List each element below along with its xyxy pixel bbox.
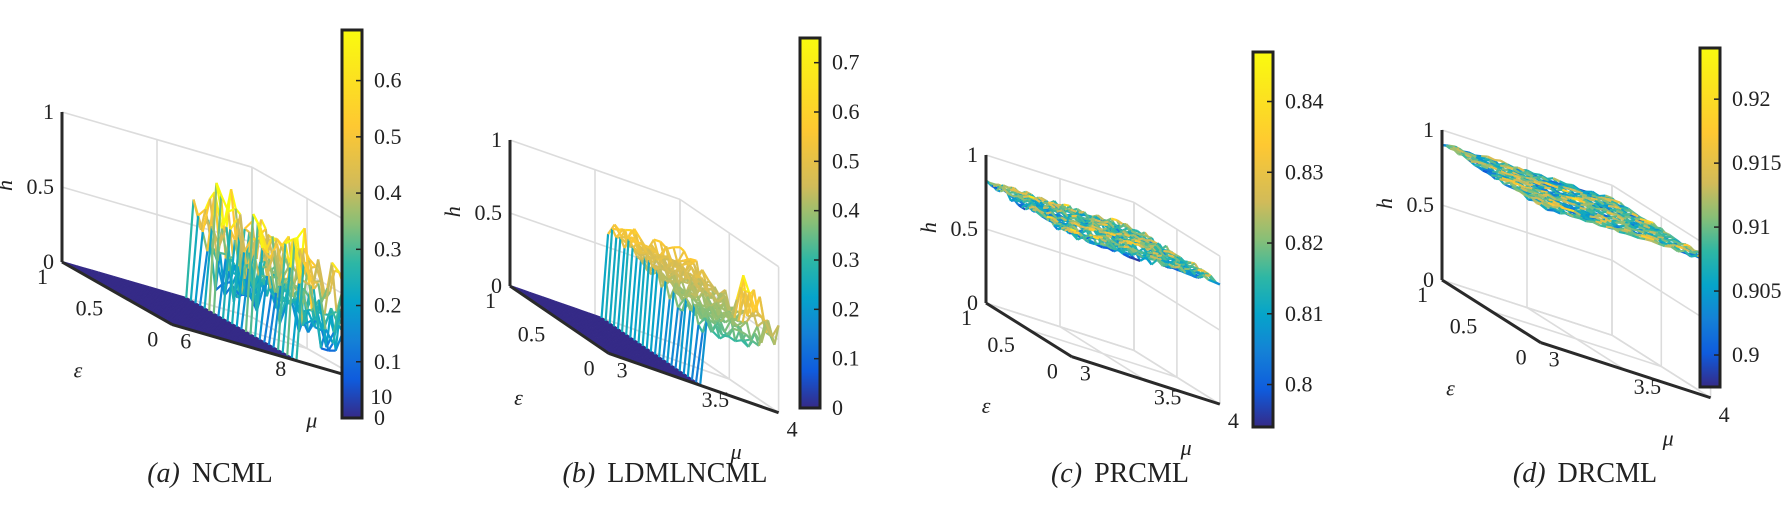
colorbar-tick-label: 0.4 bbox=[832, 198, 860, 223]
z-tick-label: 0 bbox=[967, 290, 978, 315]
mu-tick-label: 4 bbox=[787, 417, 798, 442]
colorbar-tick-label: 0.915 bbox=[1732, 150, 1782, 175]
mu-tick-label: 8 bbox=[275, 356, 286, 381]
mu-tick-label: 3.5 bbox=[702, 387, 730, 412]
eps-tick-label: 0.5 bbox=[1450, 313, 1478, 338]
colorbar-tick-label: 0.5 bbox=[832, 148, 860, 173]
eps-tick-label: 0.5 bbox=[76, 295, 104, 320]
colorbar-tick-label: 0.2 bbox=[832, 296, 860, 321]
eps-tick-label: 0 bbox=[584, 355, 595, 380]
surface-mesh bbox=[509, 223, 780, 387]
colorbar-tick-label: 0.83 bbox=[1285, 159, 1324, 184]
colorbar-tick-label: 0.91 bbox=[1732, 214, 1771, 239]
z-axis-label: h bbox=[0, 180, 17, 191]
mu-tick-label: 3 bbox=[1549, 347, 1560, 372]
colorbar-tick-label: 0 bbox=[832, 395, 843, 420]
panel-caption: (b) LDMLNCML bbox=[563, 458, 768, 489]
eps-tick-label: 1 bbox=[1417, 282, 1428, 307]
panel-ncml: 00.5100.516810hεμ00.10.20.30.40.50.6(a)N… bbox=[0, 28, 402, 489]
surface-mesh bbox=[61, 182, 364, 362]
eps-tick-label: 1 bbox=[485, 288, 496, 313]
z-tick-label: 0 bbox=[1423, 267, 1434, 292]
axis-lines bbox=[984, 155, 1221, 406]
z-tick-label: 0.5 bbox=[475, 200, 503, 225]
mu-tick-label: 6 bbox=[180, 329, 191, 354]
colorbar-tick-label: 0.8 bbox=[1285, 372, 1313, 397]
mu-axis-label: μ bbox=[1662, 426, 1674, 451]
colorbar-tick-label: 0.4 bbox=[374, 180, 402, 205]
colorbar-tick-label: 0.9 bbox=[1732, 342, 1760, 367]
eps-tick-label: 0.5 bbox=[518, 322, 546, 347]
axis-lines bbox=[60, 112, 363, 382]
colorbar-tick-label: 0.81 bbox=[1285, 301, 1324, 326]
axis-lines bbox=[508, 140, 780, 415]
eps-tick-label: 0 bbox=[1516, 345, 1527, 370]
eps-tick-label: 0 bbox=[147, 327, 158, 352]
mu-axis-label: μ bbox=[305, 408, 317, 433]
panel-prcml: 00.5100.5133.54hεμ0.80.810.820.830.84(c)… bbox=[916, 50, 1324, 489]
eps-axis-label: ε bbox=[514, 385, 523, 410]
mu-tick-label: 3 bbox=[617, 357, 628, 382]
colorbar-tick-label: 0 bbox=[374, 405, 385, 430]
colorbar-tick-label: 0.6 bbox=[374, 68, 402, 93]
mu-tick-label: 4 bbox=[1228, 408, 1239, 433]
eps-tick-label: 1 bbox=[37, 264, 48, 289]
axis-lines bbox=[1440, 130, 1712, 400]
colorbar-tick-label: 0.92 bbox=[1732, 86, 1771, 111]
mu-axis-label: μ bbox=[1180, 435, 1192, 460]
mu-axis-label: μ bbox=[730, 439, 742, 464]
z-tick-label: 0.5 bbox=[951, 216, 979, 241]
z-axis-label: h bbox=[916, 222, 941, 233]
z-tick-label: 1 bbox=[43, 99, 54, 124]
mu-tick-label: 10 bbox=[370, 384, 392, 409]
colorbar-tick-label: 0.82 bbox=[1285, 230, 1324, 255]
colorbar: 0 0.1 0.2 0.3 0.4 0.5 0.6 bbox=[340, 28, 402, 430]
eps-axis-label: ε bbox=[1446, 376, 1455, 401]
eps-tick-label: 0.5 bbox=[987, 332, 1015, 357]
colorbar-tick-label: 0.84 bbox=[1285, 89, 1324, 114]
panel-caption: (a) NCML bbox=[147, 458, 273, 489]
eps-tick-label: 1 bbox=[961, 305, 972, 330]
mu-tick-label: 4 bbox=[1719, 402, 1730, 427]
z-axis-label: h bbox=[440, 206, 465, 217]
surface-mesh bbox=[1441, 144, 1711, 261]
mu-tick-label: 3 bbox=[1080, 361, 1091, 386]
panel-caption: (c) PRCML bbox=[1051, 458, 1189, 489]
mu-tick-label: 3.5 bbox=[1154, 384, 1182, 409]
z-tick-label: 1 bbox=[491, 127, 502, 152]
colorbar-tick-label: 0.1 bbox=[374, 349, 402, 374]
colorbar-tick-label: 0.3 bbox=[374, 236, 402, 261]
z-tick-label: 0 bbox=[491, 273, 502, 298]
colorbar: 0.9 0.905 0.91 0.915 0.92 bbox=[1698, 46, 1782, 389]
surface-mesh bbox=[985, 179, 1221, 286]
colorbar-tick-label: 0.2 bbox=[374, 293, 402, 318]
panel-caption: (d) DRCML bbox=[1513, 458, 1657, 489]
eps-axis-label: ε bbox=[982, 393, 991, 418]
z-tick-label: 1 bbox=[967, 142, 978, 167]
colorbar-tick-label: 0.6 bbox=[832, 99, 860, 124]
eps-tick-label: 0 bbox=[1047, 359, 1058, 384]
colorbar-tick-label: 0.3 bbox=[832, 247, 860, 272]
panel-ldmlncml: 00.5100.5133.54hεμ00.10.20.30.40.50.60.7… bbox=[440, 36, 860, 489]
colorbar-tick-label: 0.905 bbox=[1732, 278, 1782, 303]
z-tick-label: 1 bbox=[1423, 117, 1434, 142]
colorbar-tick-label: 0.5 bbox=[374, 124, 402, 149]
z-tick-label: 0 bbox=[43, 249, 54, 274]
colorbar-tick-label: 0.1 bbox=[832, 346, 860, 371]
colorbar-tick-label: 0.7 bbox=[832, 50, 860, 75]
panel-drcml: 00.5100.5133.54hεμ0.90.9050.910.9150.92(… bbox=[1372, 46, 1782, 489]
colorbar: 0.8 0.81 0.82 0.83 0.84 bbox=[1251, 50, 1324, 429]
mu-tick-label: 3.5 bbox=[1634, 374, 1662, 399]
z-tick-label: 0.5 bbox=[1407, 192, 1435, 217]
eps-axis-label: ε bbox=[74, 358, 83, 383]
z-tick-label: 0.5 bbox=[27, 174, 55, 199]
z-axis-label: h bbox=[1372, 198, 1397, 209]
colorbar: 0 0.1 0.2 0.3 0.4 0.5 0.6 0.7 bbox=[798, 36, 860, 420]
